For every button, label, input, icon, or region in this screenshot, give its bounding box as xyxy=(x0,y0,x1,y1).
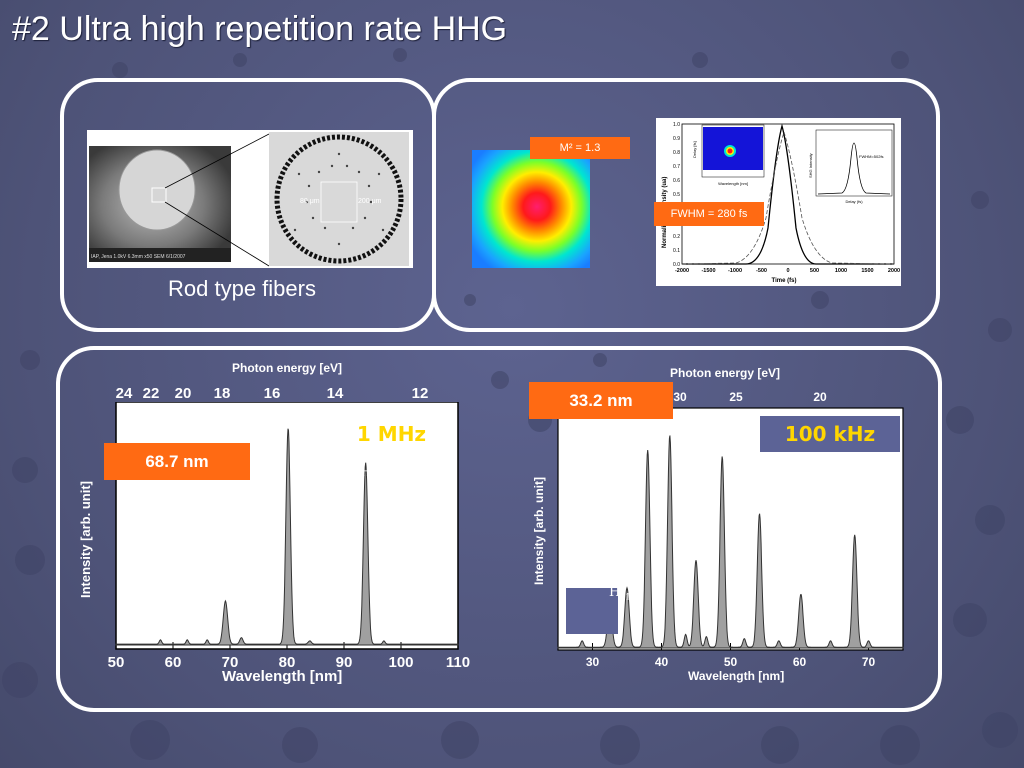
khz-cutoff-label: 33.2 nm xyxy=(529,382,673,419)
autocorr-xtick: 0 xyxy=(786,268,789,274)
shg-inset: FWHM=502fs Delay (fs) SHG Intensity xyxy=(808,129,893,204)
inset-ylabel: Delay [fs] xyxy=(692,141,697,158)
khz-highlight-box xyxy=(566,588,618,634)
mhz-spectrum-trace xyxy=(115,428,459,646)
scale-80um: 80 μm xyxy=(300,198,320,205)
mhz-xtick-label: 110 xyxy=(445,654,471,671)
frog-inset: Wavelength [nm] Delay [fs] xyxy=(692,124,765,186)
mhz-top-tick-label: 16 xyxy=(263,385,281,402)
autocorr-xtick: -2000 xyxy=(675,268,689,274)
khz-xtick-label: 30 xyxy=(585,655,600,669)
beam-quality-panel xyxy=(432,78,940,332)
harmonic-h17-100khz: H17 xyxy=(793,583,815,600)
mhz-xtick-label: 100 xyxy=(388,654,414,671)
autocorr-xtick: 2000 xyxy=(888,268,900,274)
autocorr-ytick: 0.6 xyxy=(673,178,680,184)
mhz-top-tick-label: 18 xyxy=(213,385,231,402)
m2-label: M² = 1.3 xyxy=(530,137,630,159)
autocorr-ytick: 0.7 xyxy=(673,164,680,170)
harmonic-h13-1mhz: H13 xyxy=(296,428,318,445)
harmonic-h21-100khz: H21 xyxy=(717,444,739,461)
mhz-xlabel: Wavelength [nm] xyxy=(222,668,343,685)
khz-xtick-label: 50 xyxy=(723,655,738,669)
khz-xtick-label: 60 xyxy=(792,655,807,669)
khz-top-tick-label: 25 xyxy=(729,390,743,404)
mhz-rate-label: 1 MHz xyxy=(356,422,427,446)
harmonic-h23-100khz: H23 xyxy=(692,546,714,563)
autocorr-ytick: 0.9 xyxy=(673,136,680,142)
mhz-ylabel: Intensity [arb. unit] xyxy=(78,481,93,598)
mhz-top-tick-label: 14 xyxy=(326,385,344,402)
autocorr-xtick: 500 xyxy=(810,268,819,274)
mhz-top-axis-title: Photon energy [eV] xyxy=(232,361,343,375)
fiber-images: IAP, Jena 1.0kV 6.3mm x50 SEM 6/1/2007 8… xyxy=(87,130,413,268)
slide-title: #2 Ultra high repetition rate HHG xyxy=(12,10,508,48)
khz-ylabel: Intensity [arb. unit] xyxy=(532,477,546,585)
autocorr-ytick: 0.1 xyxy=(673,248,680,254)
autocorr-ytick: 1.0 xyxy=(673,122,680,128)
khz-top-tick-label: 20 xyxy=(813,390,827,404)
beam-profile-image xyxy=(472,150,590,268)
frog-xlabel: Delay (fs) xyxy=(845,199,863,204)
harmonic-h15-1mhz: H15 xyxy=(221,570,243,587)
khz-top-tick-label: 30 xyxy=(673,390,687,404)
harmonic-h25-100khz: H25 xyxy=(665,425,687,442)
sem-image: IAP, Jena 1.0kV 6.3mm x50 SEM 6/1/2007 xyxy=(89,146,231,262)
khz-spectrum-trace xyxy=(557,435,904,649)
fiber-cross-section: 80 μm 200 μm xyxy=(269,132,409,266)
harmonic-h27-100khz: H27 xyxy=(640,438,662,455)
autocorr-ytick: 0.2 xyxy=(673,234,680,240)
autocorr-xtick: 1000 xyxy=(835,268,847,274)
mhz-xtick-label: 90 xyxy=(335,654,353,671)
mhz-cutoff-label: 68.7 nm xyxy=(104,443,250,480)
harmonic-h31-100khz: H31 xyxy=(609,585,631,602)
khz-rate-label: 100 kHz xyxy=(760,416,900,452)
scale-200um: 200 μm xyxy=(358,198,382,205)
hhg-1mhz-spectrum xyxy=(115,402,459,650)
autocorr-xtick: -1000 xyxy=(728,268,742,274)
frog-label: FWHM=502fs xyxy=(859,154,884,159)
autocorr-xlabel: Time (fs) xyxy=(772,278,797,284)
khz-xlabel: Wavelength [nm] xyxy=(688,669,785,683)
mhz-top-tick-label: 24 xyxy=(115,385,133,402)
autocorr-xtick: -1500 xyxy=(701,268,715,274)
mhz-top-tick-label: 20 xyxy=(174,385,192,402)
autocorr-ytick: 0.8 xyxy=(673,150,680,156)
harmonic-h11-1mhz: H11 xyxy=(360,465,382,482)
mhz-xtick-label: 80 xyxy=(278,654,296,671)
fit-curve xyxy=(681,130,895,265)
sem-info: IAP, Jena 1.0kV 6.3mm x50 SEM 6/1/2007 xyxy=(91,254,186,260)
autocorr-ytick: 0.5 xyxy=(673,192,680,198)
autocorr-xtick: -500 xyxy=(756,268,767,274)
autocorr-ytick: 0.0 xyxy=(673,262,680,268)
inset-xlabel: Wavelength [nm] xyxy=(718,181,748,186)
rod-fiber-caption: Rod type fibers xyxy=(168,276,316,301)
harmonic-h29-100khz: H29 xyxy=(620,568,642,585)
mhz-top-tick-label: 22 xyxy=(142,385,160,402)
mhz-cutoff-arrow xyxy=(178,483,220,566)
khz-cutoff-arrow xyxy=(584,419,614,588)
mhz-xtick-label: 60 xyxy=(164,654,182,671)
khz-top-axis-title: Photon energy [eV] xyxy=(670,366,781,380)
autocorrelation-curve xyxy=(682,123,894,265)
harmonic-h19-100khz: H19 xyxy=(750,493,772,510)
harmonic-h15-100khz: H15 xyxy=(848,521,870,538)
khz-xtick-label: 70 xyxy=(861,655,876,669)
mhz-xtick-label: 70 xyxy=(221,654,239,671)
hhg-spectra-panel xyxy=(56,346,942,712)
autocorr-xtick: 1500 xyxy=(861,268,873,274)
mhz-top-tick-label: 12 xyxy=(411,385,429,402)
frog-ylabel: SHG Intensity xyxy=(808,153,813,178)
fwhm-label: FWHM = 280 fs xyxy=(654,202,764,226)
khz-xtick-label: 40 xyxy=(654,655,669,669)
mhz-xtick-label: 50 xyxy=(107,654,125,671)
